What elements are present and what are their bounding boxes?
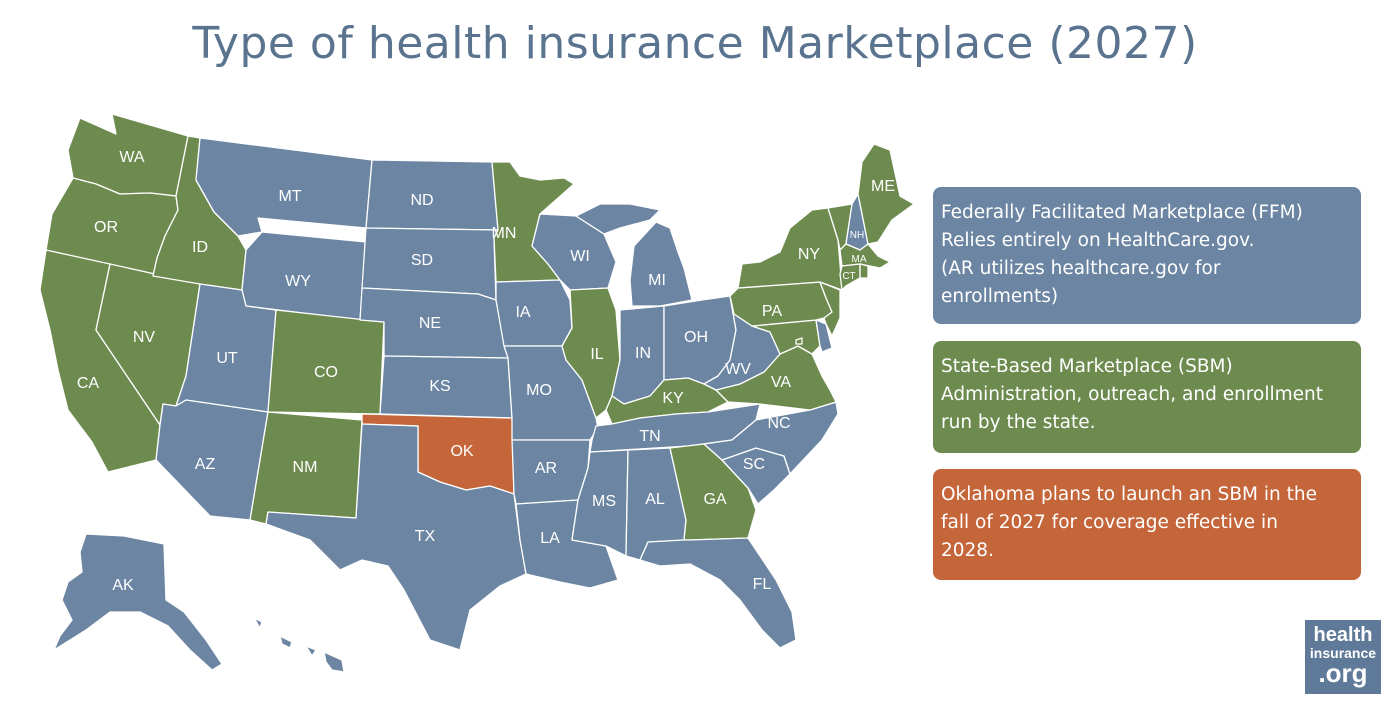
label-KS: KS — [429, 378, 450, 395]
state-NY[interactable] — [737, 207, 843, 291]
label-KY: KY — [662, 390, 684, 407]
page-title: Type of health insurance Marketplace (20… — [192, 18, 1198, 69]
label-CT: CT — [842, 271, 855, 282]
legend-sbm: State-Based Marketplace (SBM) Administra… — [933, 341, 1361, 453]
state-DC[interactable] — [795, 337, 803, 345]
label-SC: SC — [743, 456, 765, 473]
state-NC[interactable] — [703, 401, 839, 475]
label-WV: WV — [725, 361, 751, 378]
label-WI: WI — [570, 248, 590, 265]
label-MO: MO — [526, 382, 552, 399]
label-FL: FL — [753, 576, 772, 593]
label-AL: AL — [645, 491, 665, 508]
state-HI[interactable] — [253, 617, 345, 673]
state-AZ[interactable] — [155, 399, 269, 521]
label-MA: MA — [852, 254, 867, 265]
state-CO[interactable] — [267, 309, 385, 415]
label-UT: UT — [216, 350, 238, 367]
label-CO: CO — [314, 364, 338, 381]
state-MI[interactable] — [629, 221, 693, 307]
legend-ok-line-2: fall of 2027 for coverage effective in — [941, 512, 1278, 533]
label-NY: NY — [798, 246, 821, 263]
state-DE[interactable] — [815, 319, 833, 353]
label-ND: ND — [410, 192, 433, 209]
label-AR: AR — [535, 460, 557, 477]
label-NV: NV — [133, 329, 156, 346]
logo-line-1: health — [1313, 624, 1373, 646]
legend-ffm-line-2: Relies entirely on HealthCare.gov. — [941, 230, 1255, 251]
label-AK: AK — [112, 577, 134, 594]
logo-line-3: .org — [1318, 658, 1368, 688]
us-map: WA OR CA NV ID MT WY UT AZ CO NM ND SD N… — [39, 113, 915, 673]
legend-ok-line-3: 2028. — [941, 540, 994, 561]
state-FL[interactable] — [639, 537, 797, 649]
label-TX: TX — [415, 528, 436, 545]
legend-sbm-line-3: run by the state. — [941, 412, 1096, 433]
state-ME[interactable] — [857, 143, 915, 245]
legend-ffm-line-1: Federally Facilitated Marketplace (FFM) — [941, 202, 1303, 223]
label-PA: PA — [762, 303, 782, 320]
state-TX[interactable] — [265, 423, 527, 651]
label-NE: NE — [419, 315, 441, 332]
legend-ffm-line-4: enrollments) — [941, 286, 1059, 307]
legend-ffm: Federally Facilitated Marketplace (FFM) … — [933, 187, 1361, 324]
label-TN: TN — [639, 428, 660, 445]
label-NC: NC — [767, 415, 790, 432]
logo-line-2: insurance — [1309, 645, 1377, 661]
label-CA: CA — [77, 375, 100, 392]
legend-sbm-line-2: Administration, outreach, and enrollment — [941, 384, 1323, 405]
label-NM: NM — [293, 459, 318, 476]
legend-ok-line-1: Oklahoma plans to launch an SBM in the — [941, 484, 1317, 505]
legend-ffm-line-3: (AR utilizes healthcare.gov for — [941, 258, 1221, 279]
label-WY: WY — [285, 273, 311, 290]
label-OR: OR — [94, 219, 118, 236]
label-MI: MI — [648, 272, 666, 289]
label-MT: MT — [278, 188, 301, 205]
label-SD: SD — [411, 252, 433, 269]
label-NH: NH — [850, 230, 864, 241]
healthinsurance-org-logo: health insurance .org — [1305, 620, 1381, 694]
label-IA: IA — [515, 304, 530, 321]
label-AZ: AZ — [195, 456, 216, 473]
label-IL: IL — [590, 346, 603, 363]
state-AK[interactable] — [53, 533, 223, 671]
label-ME: ME — [871, 178, 895, 195]
state-RI[interactable] — [859, 263, 869, 279]
label-IN: IN — [635, 345, 651, 362]
label-MN: MN — [492, 225, 517, 242]
label-VA: VA — [771, 374, 791, 391]
state-MT[interactable] — [195, 137, 373, 237]
label-LA: LA — [540, 530, 560, 547]
label-GA: GA — [703, 491, 726, 508]
state-IA[interactable] — [495, 279, 573, 347]
legend-oklahoma: Oklahoma plans to launch an SBM in the f… — [933, 469, 1361, 580]
label-OK: OK — [450, 443, 473, 460]
state-labels: WA OR CA NV ID MT WY UT AZ CO NM ND SD N… — [77, 149, 895, 594]
state-IL[interactable] — [561, 287, 621, 419]
state-MI-UP[interactable] — [575, 203, 661, 235]
state-NJ[interactable] — [819, 281, 841, 337]
legend-sbm-line-1: State-Based Marketplace (SBM) — [941, 356, 1233, 377]
label-ID: ID — [192, 239, 208, 256]
label-MS: MS — [592, 493, 616, 510]
label-WA: WA — [119, 149, 145, 166]
state-TN[interactable] — [589, 403, 761, 453]
label-OH: OH — [684, 329, 708, 346]
